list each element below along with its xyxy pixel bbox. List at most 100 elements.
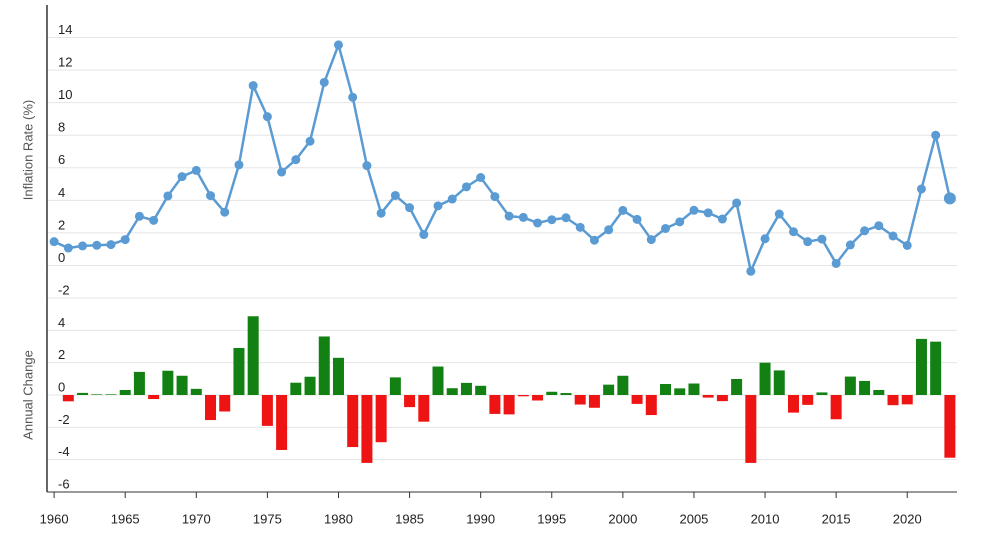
bar [660,384,672,395]
bar [944,395,956,458]
x-tick-label: 1975 [253,511,282,526]
point [134,211,144,221]
bar [631,395,643,404]
x-tick-label: 2015 [822,511,851,526]
point [803,237,813,247]
point [348,92,358,102]
y-tick-label: 14 [58,22,72,37]
x-tick-label: 1980 [324,511,353,526]
bar [645,395,657,416]
y-axis-label: Inflation Rate (%) [20,100,35,200]
y-tick-label: -6 [58,476,70,491]
y-tick-label: 8 [58,120,65,135]
x-tick-label: 2010 [751,511,780,526]
bar [190,388,202,395]
point [717,214,727,224]
point [689,205,699,215]
bar [617,375,629,395]
bar [930,341,942,395]
bar [290,382,302,395]
point [234,160,244,170]
bar [119,389,131,395]
point [376,208,386,218]
point [575,222,585,232]
point [746,266,756,276]
bar [674,388,686,395]
point [390,190,400,200]
point [632,214,642,224]
bar [162,370,174,395]
x-tick-label: 1970 [182,511,211,526]
point [788,227,798,237]
bar [517,395,529,397]
bar [261,395,273,426]
bar [332,357,344,395]
point [433,201,443,211]
point [333,40,343,50]
point [533,218,543,228]
bar [688,383,700,395]
bar [205,395,217,421]
bar [503,395,515,415]
bar [475,385,487,395]
y-tick-label: -2 [58,282,70,297]
point [943,192,956,205]
bar [304,376,316,395]
bar [560,393,572,395]
bar [745,395,757,463]
point [49,237,59,247]
point [902,240,912,250]
point [561,213,571,223]
y-tick-label: -2 [58,412,70,427]
point [518,212,528,222]
point [277,167,287,177]
bar [460,382,472,395]
point [163,191,173,201]
bar [532,395,544,401]
x-tick-label: 2005 [679,511,708,526]
bar [787,395,799,413]
point [405,203,415,213]
y-tick-label: 2 [58,217,65,232]
y-tick-label: 12 [58,55,72,70]
point [916,184,926,194]
bar [418,395,430,422]
point [291,155,301,165]
point [78,241,88,251]
bar [62,395,74,402]
point [447,194,457,204]
x-tick-label: 1965 [111,511,140,526]
bar [816,392,828,395]
bar [276,395,288,450]
point [831,258,841,268]
point [319,77,329,87]
point [362,161,372,171]
point [120,235,130,245]
y-axis-label: Annual Change [20,350,35,440]
bar [77,392,89,395]
y-tick-label: 2 [58,347,65,362]
bar [389,377,401,395]
x-tick-label: 2020 [893,511,922,526]
point [504,211,514,221]
bar [318,336,330,395]
bar [915,338,927,395]
x-tick-label: 2000 [608,511,637,526]
point [177,172,187,182]
point [646,235,656,245]
bar [404,395,416,408]
bar [702,395,714,398]
bar [133,371,145,395]
bar [432,366,444,395]
bar [489,395,501,414]
point [860,226,870,236]
point [774,209,784,219]
x-tick-label: 1960 [40,511,69,526]
x-tick-label: 1990 [466,511,495,526]
point [874,221,884,231]
bar [361,395,373,463]
bar [546,391,558,395]
bar [233,347,245,395]
bar [731,378,743,395]
